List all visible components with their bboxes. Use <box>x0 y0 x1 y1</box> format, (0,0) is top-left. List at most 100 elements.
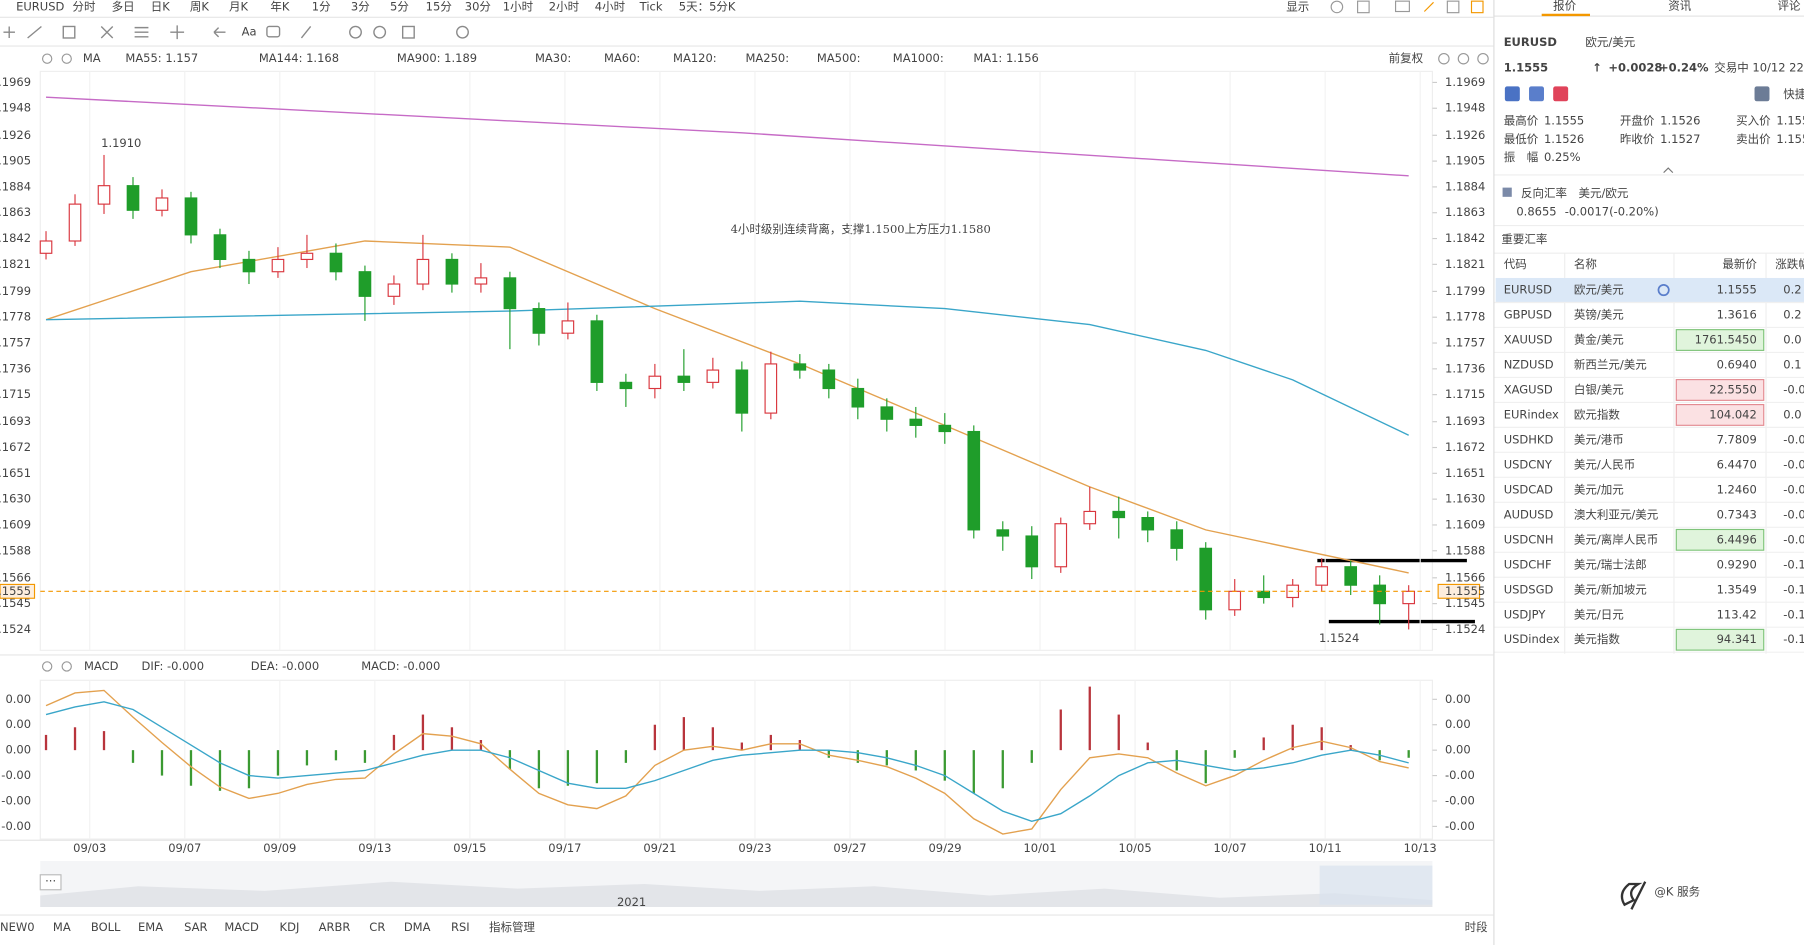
period-button[interactable]: Tick <box>639 0 663 13</box>
layout-icon[interactable] <box>1357 0 1370 14</box>
row-code[interactable]: NZDUSD <box>1504 357 1554 371</box>
indicator-button[interactable]: NEW0 <box>0 920 35 934</box>
row-name[interactable]: 欧元指数 <box>1574 407 1620 421</box>
row-code[interactable]: XAGUSD <box>1504 382 1553 396</box>
row-code[interactable]: AUDUSD <box>1504 507 1554 521</box>
row-name[interactable]: 美元/加元 <box>1574 482 1624 496</box>
row-code[interactable]: USDCAD <box>1504 482 1553 496</box>
row-name[interactable]: 英镑/美元 <box>1574 308 1624 322</box>
period-button[interactable]: 30分 <box>465 0 492 13</box>
period-button[interactable]: 1小时 <box>503 0 534 13</box>
line-icon[interactable] <box>27 25 42 39</box>
indicator-button[interactable]: CR <box>369 920 385 934</box>
session-button[interactable]: 时段 <box>1465 920 1488 934</box>
row-name[interactable]: 欧元/美元 <box>1574 283 1624 297</box>
window-icon[interactable] <box>1470 0 1484 14</box>
row-code[interactable]: USDHKD <box>1504 432 1554 446</box>
pen-icon[interactable] <box>300 26 312 39</box>
fib-icon[interactable] <box>100 25 114 39</box>
close-icon[interactable] <box>61 661 72 672</box>
row-code[interactable]: USDCNH <box>1504 532 1554 546</box>
row-code[interactable]: EURUSD <box>1504 283 1552 297</box>
navigator-window[interactable] <box>1319 865 1433 905</box>
indicator-button[interactable]: DMA <box>404 920 431 934</box>
row-name[interactable]: 美元/港币 <box>1574 432 1624 446</box>
settings-icon[interactable] <box>1330 0 1344 14</box>
collapse-icon[interactable] <box>1663 167 1674 174</box>
period-button[interactable]: 周K <box>190 0 209 13</box>
row-code[interactable]: USDJPY <box>1504 607 1547 621</box>
indicator-button[interactable]: 指标管理 <box>489 920 535 934</box>
row-code[interactable]: USDCHF <box>1504 557 1552 571</box>
chart-icon[interactable] <box>1529 86 1544 102</box>
period-button[interactable]: 4小时 <box>595 0 626 13</box>
measure-icon[interactable] <box>170 25 185 40</box>
tab[interactable]: 资讯 <box>1668 0 1691 12</box>
indicator-button[interactable]: BOLL <box>91 920 121 934</box>
row-name[interactable]: 白银/美元 <box>1574 382 1624 396</box>
crosshair-icon[interactable] <box>3 26 15 38</box>
row-code[interactable]: USDindex <box>1504 632 1560 646</box>
symbol[interactable]: EURUSD <box>16 0 64 13</box>
period-button[interactable]: 1分 <box>312 0 331 13</box>
channel-icon[interactable] <box>134 26 149 38</box>
indicator-button[interactable]: ARBR <box>319 920 351 934</box>
row-code[interactable]: GBPUSD <box>1504 308 1552 322</box>
settings-icon[interactable] <box>41 661 53 672</box>
camera-icon[interactable] <box>1394 0 1410 13</box>
indicator-button[interactable]: KDJ <box>280 920 300 934</box>
navigator-menu[interactable] <box>39 874 62 891</box>
indicator-button[interactable]: RSI <box>451 920 470 934</box>
period-button[interactable]: 日K <box>151 0 170 13</box>
row-name[interactable]: 黄金/美元 <box>1574 333 1624 347</box>
panel-icon[interactable] <box>1477 52 1489 65</box>
row-name[interactable]: 美元指数 <box>1574 632 1620 646</box>
row-code[interactable]: XAUUSD <box>1504 333 1553 347</box>
indicator-button[interactable]: EMA <box>138 920 163 934</box>
indicator-button[interactable]: MACD <box>224 920 259 934</box>
tab[interactable]: 报价 <box>1553 0 1576 12</box>
period-button[interactable]: 3分 <box>351 0 370 13</box>
text-tool[interactable]: Aa <box>242 25 257 39</box>
row-name[interactable]: 美元/离岸人民币 <box>1574 532 1658 546</box>
arrow-icon[interactable] <box>213 27 226 38</box>
display-button[interactable]: 显示 <box>1286 0 1309 13</box>
row-name[interactable]: 美元/日元 <box>1574 607 1624 621</box>
magnet-icon[interactable] <box>349 25 362 39</box>
row-code[interactable]: USDCNY <box>1504 457 1553 471</box>
period-button[interactable]: 多日 <box>112 0 135 13</box>
reverse-pair[interactable]: 美元/欧元 <box>1579 186 1629 200</box>
tab[interactable]: 评论 <box>1778 0 1801 12</box>
hide-icon[interactable] <box>373 25 387 39</box>
lock-icon[interactable] <box>401 25 415 39</box>
period-button[interactable]: 月K <box>229 0 248 13</box>
fullscreen-icon[interactable] <box>1446 0 1460 14</box>
favorite-icon[interactable] <box>1553 86 1569 102</box>
period-button[interactable]: 分时 <box>72 0 95 13</box>
period-button[interactable]: 2小时 <box>549 0 580 13</box>
indicator-button[interactable]: SAR <box>184 920 207 934</box>
info-icon[interactable] <box>1504 86 1520 102</box>
alert-icon[interactable] <box>1754 86 1770 102</box>
alert-label[interactable]: 快捷 <box>1783 87 1804 101</box>
panel-icon[interactable] <box>1457 52 1470 65</box>
adjust-button[interactable]: 前复权 <box>1389 51 1424 65</box>
watch-icon[interactable] <box>1657 284 1670 297</box>
row-name[interactable]: 美元/新加坡元 <box>1574 582 1647 596</box>
row-code[interactable]: USDSGD <box>1504 582 1554 596</box>
row-name[interactable]: 美元/瑞士法郎 <box>1574 557 1647 571</box>
settings-icon[interactable] <box>41 53 53 64</box>
note-icon[interactable] <box>266 25 281 38</box>
period-button[interactable]: 5分 <box>390 0 409 13</box>
row-code[interactable]: EURindex <box>1504 407 1559 421</box>
shape-icon[interactable] <box>62 25 76 39</box>
period-button[interactable]: 15分 <box>426 0 453 13</box>
draw-icon[interactable] <box>1423 1 1434 12</box>
close-icon[interactable] <box>61 53 72 64</box>
row-name[interactable]: 新西兰元/美元 <box>1574 357 1647 371</box>
settings-icon[interactable] <box>456 25 469 39</box>
indicator-button[interactable]: MA <box>53 920 71 934</box>
row-name[interactable]: 澳大利亚元/美元 <box>1574 507 1659 521</box>
period-button[interactable]: 年K <box>270 0 289 13</box>
panel-icon[interactable] <box>1438 52 1450 65</box>
